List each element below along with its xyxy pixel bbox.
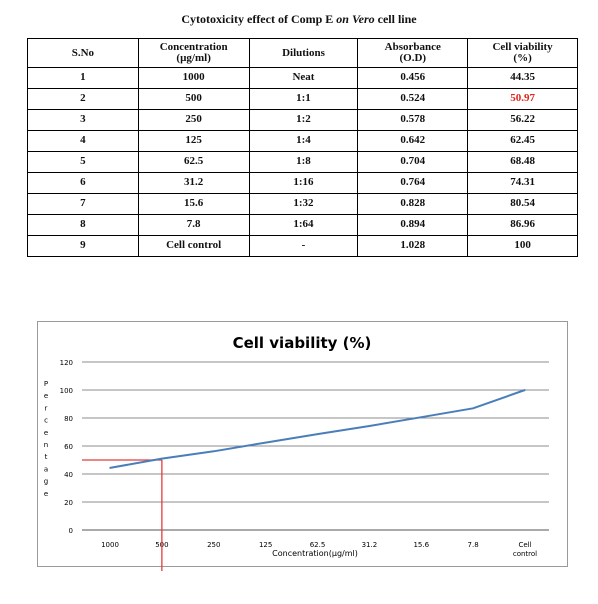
cell-via: 68.48 [467, 151, 578, 173]
series-line-cell-viability [109, 389, 526, 469]
header-viability: Cell viability (%) [467, 38, 578, 68]
cell-via: 56.22 [467, 109, 578, 131]
cell-dil: - [248, 235, 359, 257]
table-row: 5 62.5 1:8 0.704 68.48 [27, 151, 578, 173]
x-axis-label: Concentration(µg/ml) [272, 549, 358, 558]
table-header-row: S.No Concentration (µg/ml) Dilutions Abso… [27, 38, 578, 68]
y-tick-label: 0 [69, 527, 73, 535]
x-tick-label: 31.2 [362, 541, 378, 549]
x-tick-label: 250 [207, 541, 220, 549]
header-dilutions: Dilutions [248, 38, 359, 68]
cell-dil: 1:8 [248, 151, 359, 173]
table-row: 3 250 1:2 0.578 56.22 [27, 109, 578, 131]
data-point [109, 467, 111, 469]
y-tick-label: 80 [64, 415, 73, 423]
chart-frame [37, 321, 568, 567]
cell-via: 50.97 [467, 88, 578, 110]
data-point [316, 433, 319, 435]
x-tick-label: 1000 [101, 541, 119, 549]
x-tick-label: control [513, 550, 537, 558]
x-tick-label: 125 [259, 541, 272, 549]
data-point [420, 416, 423, 419]
table-row: 4 125 1:4 0.642 62.45 [27, 130, 578, 152]
y-tick-label: 40 [64, 471, 73, 479]
table-caption: Cytotoxicity effect of Comp E on Vero ce… [181, 12, 417, 26]
cell-via: 80.54 [467, 193, 578, 215]
cell-conc: 250 [137, 109, 250, 131]
data-point [524, 389, 526, 391]
x-tick-label: Cell [518, 541, 531, 549]
data-point [368, 425, 371, 427]
data-point [472, 407, 474, 410]
y-tick-label: 120 [60, 359, 73, 367]
y-tick-label: 100 [60, 387, 73, 395]
cell-conc: 125 [137, 130, 250, 152]
x-tick-label: 15.6 [413, 541, 429, 549]
x-tick-label: 62.5 [310, 541, 326, 549]
data-point [161, 457, 163, 460]
y-tick-label: 20 [64, 499, 73, 507]
header-concentration: Concentration (µg/ml) [137, 38, 250, 68]
cell-conc: Cell control [137, 235, 250, 257]
y-tick-label: 60 [64, 443, 73, 451]
cell-via: 100 [467, 235, 578, 257]
table-row: 7 15.6 1:32 0.828 80.54 [27, 193, 578, 215]
cytotoxicity-table: S.No Concentration (µg/ml) Dilutions Abso… [27, 38, 578, 257]
x-tick-label: 7.8 [468, 541, 479, 549]
cell-abs: 0.828 [357, 193, 469, 215]
data-point [264, 441, 267, 444]
table-row: 1 1000 Neat 0.456 44.35 [27, 67, 578, 89]
cell-abs: 1.028 [357, 235, 469, 257]
data-point [212, 450, 215, 453]
table-row: 9 Cell control -1.028 100 [27, 235, 578, 257]
chart-title: Cell viability (%) [233, 334, 372, 352]
